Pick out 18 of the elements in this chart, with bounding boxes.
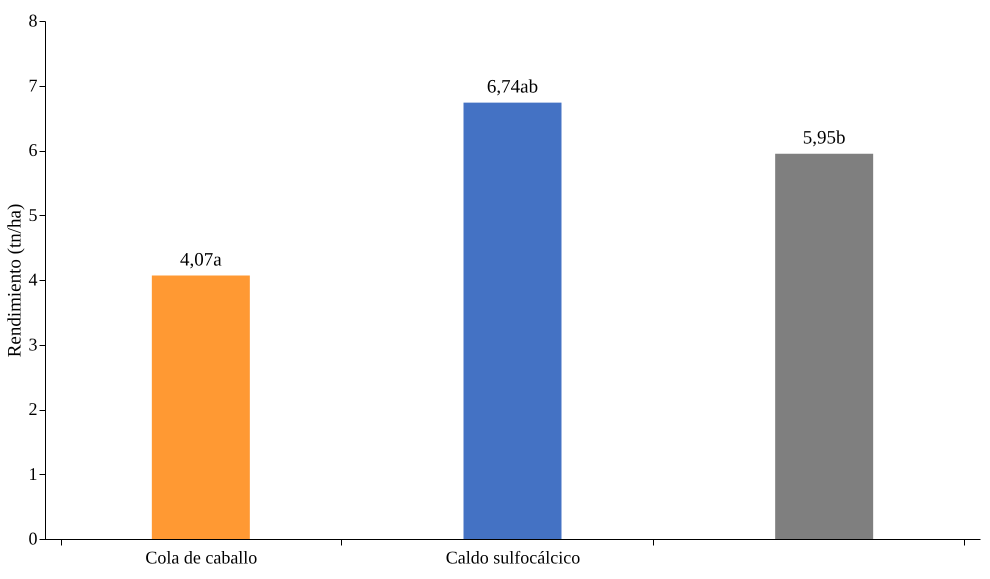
y-axis-title: Rendimiento (tn/ha) [4,204,26,358]
bar [775,154,874,539]
y-tick-label: 8 [28,10,38,30]
y-tick-label: 2 [28,399,38,419]
y-tick-label: 4 [28,270,38,290]
bar [464,102,562,539]
x-tick-label: Cola de caballo [145,548,258,568]
y-tick-label: 5 [28,204,38,225]
y-tick-label: 6 [28,140,38,160]
data-label: 6,74ab [486,76,538,98]
data-label: 5,95b [802,128,846,149]
y-tick-label: 1 [28,464,38,484]
data-label: 4,07a [180,249,222,270]
y-tick-label: 7 [28,75,38,96]
x-tick-label: Caldo sulfocálcico [446,548,580,568]
y-tick-label: 3 [28,334,38,354]
y-tick-label: 0 [28,528,38,548]
bar [152,275,250,539]
